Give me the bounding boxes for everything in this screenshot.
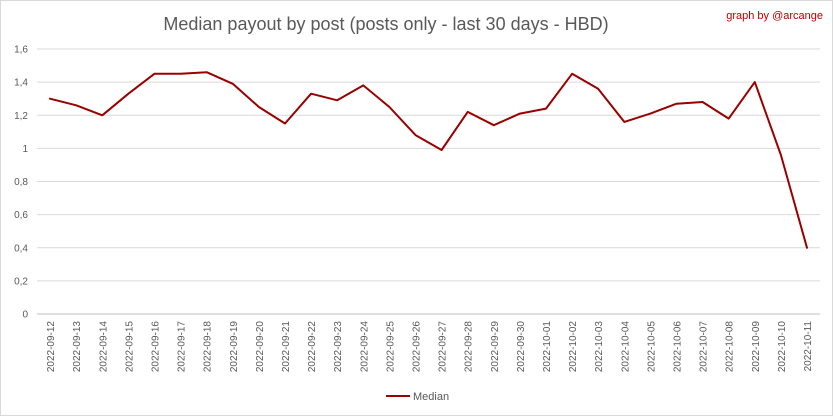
x-tick-label: 2022-09-13 xyxy=(72,321,83,373)
x-tick-label: 2022-09-14 xyxy=(98,321,109,373)
data-point xyxy=(309,91,314,96)
data-point xyxy=(204,70,209,75)
x-tick-label: 2022-09-24 xyxy=(359,321,370,373)
series-line-median xyxy=(49,71,808,249)
data-point xyxy=(570,71,575,76)
x-tick-label: 2022-09-12 xyxy=(46,321,57,373)
data-point xyxy=(74,103,79,108)
x-tick-label: 2022-09-19 xyxy=(229,321,240,373)
y-tick-label: 0,6 xyxy=(14,210,28,221)
data-point xyxy=(100,113,105,118)
data-point xyxy=(517,111,522,116)
x-tick-label: 2022-10-05 xyxy=(646,321,657,373)
series-layer xyxy=(48,70,809,250)
data-point xyxy=(282,121,287,126)
y-tick-label: 0 xyxy=(22,310,28,321)
data-point xyxy=(543,106,548,111)
data-point xyxy=(674,101,679,106)
data-point xyxy=(48,96,53,101)
y-tick-label: 1,6 xyxy=(14,45,28,56)
x-tick-label: 2022-09-20 xyxy=(255,321,266,373)
y-tick-label: 0,2 xyxy=(14,276,28,287)
x-tick-label: 2022-10-08 xyxy=(725,321,736,373)
x-tick-label: 2022-09-23 xyxy=(333,321,344,373)
x-tick-label: 2022-09-26 xyxy=(411,321,422,373)
data-point xyxy=(700,100,705,105)
data-point xyxy=(178,71,183,76)
x-tick-label: 2022-09-21 xyxy=(281,321,292,373)
x-tick-label: 2022-09-27 xyxy=(438,321,449,373)
x-tick-label: 2022-10-09 xyxy=(751,321,762,373)
data-point xyxy=(256,104,261,109)
data-point xyxy=(491,123,496,128)
x-tick-label: 2022-10-01 xyxy=(542,321,553,373)
x-tick-label: 2022-09-25 xyxy=(385,321,396,373)
data-point xyxy=(387,104,392,109)
x-tick-label: 2022-09-15 xyxy=(124,321,135,373)
x-tick-label: 2022-09-22 xyxy=(307,321,318,373)
x-tick-label: 2022-10-07 xyxy=(699,321,710,373)
x-tick-label: 2022-10-06 xyxy=(672,321,683,373)
y-tick-label: 1,4 xyxy=(14,78,28,89)
data-point xyxy=(596,86,601,91)
data-point xyxy=(726,116,731,121)
x-tick-label: 2022-10-02 xyxy=(568,321,579,373)
x-tick-label: 2022-10-11 xyxy=(803,321,814,372)
x-axis: 2022-09-12 2022-09-13 2022-09-14 2022-09-15… xyxy=(46,321,814,373)
y-tick-label: 0,4 xyxy=(14,243,28,254)
data-point xyxy=(335,98,340,103)
data-point xyxy=(230,81,235,86)
chart-title: Median payout by post (posts only - last… xyxy=(163,14,608,34)
data-point xyxy=(152,71,157,76)
data-point xyxy=(439,148,444,153)
data-point xyxy=(752,80,757,85)
data-point xyxy=(413,133,418,138)
y-tick-label: 0,8 xyxy=(14,177,28,188)
legend-label-median: Median xyxy=(413,391,449,403)
data-point xyxy=(648,111,653,116)
y-tick-label: 1 xyxy=(22,144,28,155)
x-tick-label: 2022-10-04 xyxy=(620,321,631,373)
x-tick-label: 2022-09-17 xyxy=(177,321,188,373)
data-point xyxy=(361,83,366,88)
x-tick-label: 2022-09-30 xyxy=(516,321,527,373)
x-tick-label: 2022-09-29 xyxy=(490,321,501,373)
data-point xyxy=(804,245,809,250)
chart-credit: graph by @arcange xyxy=(726,10,823,22)
y-axis: 0 0,2 0,4 0,6 0,8 1 1,2 1,4 1,6 xyxy=(14,45,28,321)
data-point xyxy=(465,109,470,114)
data-point xyxy=(126,91,131,96)
data-point xyxy=(622,119,627,124)
x-tick-label: 2022-09-16 xyxy=(150,321,161,373)
data-point xyxy=(778,153,783,158)
x-tick-label: 2022-09-18 xyxy=(203,321,214,373)
x-tick-label: 2022-10-10 xyxy=(777,321,788,373)
gridlines xyxy=(37,48,820,315)
x-tick-label: 2022-09-28 xyxy=(464,321,475,373)
legend: Median xyxy=(386,391,449,403)
x-tick-label: 2022-10-03 xyxy=(594,321,605,373)
y-tick-label: 1,2 xyxy=(14,111,28,122)
